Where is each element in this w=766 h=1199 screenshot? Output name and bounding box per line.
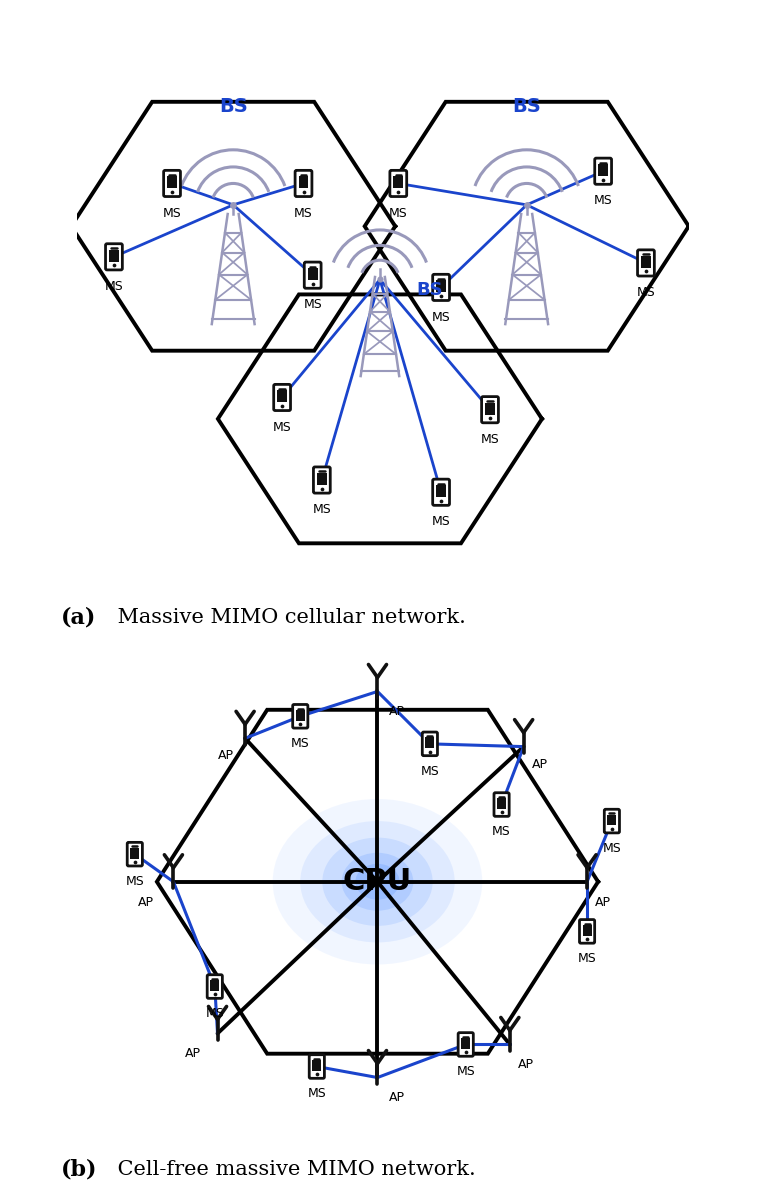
Text: MS: MS: [578, 952, 597, 965]
Text: Massive MIMO cellular network.: Massive MIMO cellular network.: [111, 608, 466, 627]
FancyBboxPatch shape: [433, 480, 450, 505]
FancyBboxPatch shape: [109, 249, 119, 261]
FancyBboxPatch shape: [461, 1038, 470, 1049]
Ellipse shape: [342, 852, 414, 911]
Text: AP: AP: [185, 1047, 201, 1060]
Text: AP: AP: [532, 758, 548, 771]
FancyBboxPatch shape: [583, 924, 591, 935]
FancyBboxPatch shape: [207, 975, 222, 999]
Text: MS: MS: [637, 287, 656, 300]
Text: MS: MS: [294, 206, 313, 219]
Text: (b): (b): [61, 1158, 98, 1180]
FancyBboxPatch shape: [164, 170, 181, 197]
FancyBboxPatch shape: [211, 980, 219, 990]
Text: AP: AP: [595, 896, 611, 909]
Text: MS: MS: [105, 281, 123, 293]
FancyBboxPatch shape: [436, 486, 446, 498]
FancyBboxPatch shape: [308, 269, 318, 281]
FancyBboxPatch shape: [425, 737, 434, 748]
FancyBboxPatch shape: [458, 1032, 473, 1056]
Text: MS: MS: [480, 433, 499, 446]
Text: MS: MS: [432, 516, 450, 529]
Text: MS: MS: [162, 206, 182, 219]
Text: MS: MS: [389, 206, 408, 219]
Text: BS: BS: [219, 97, 247, 116]
Text: AP: AP: [138, 896, 153, 909]
FancyBboxPatch shape: [485, 403, 495, 415]
FancyBboxPatch shape: [296, 710, 305, 721]
Text: BS: BS: [417, 282, 444, 300]
FancyBboxPatch shape: [106, 243, 123, 270]
Text: AP: AP: [388, 1091, 404, 1104]
Text: MS: MS: [307, 1087, 326, 1101]
FancyBboxPatch shape: [641, 255, 651, 267]
Text: MS: MS: [205, 1007, 224, 1020]
FancyBboxPatch shape: [598, 164, 608, 176]
FancyBboxPatch shape: [277, 391, 287, 403]
Ellipse shape: [322, 838, 433, 926]
FancyBboxPatch shape: [313, 1060, 321, 1071]
Text: AP: AP: [518, 1059, 534, 1071]
FancyBboxPatch shape: [482, 397, 499, 423]
Text: AP: AP: [388, 705, 404, 718]
FancyBboxPatch shape: [594, 158, 611, 185]
Text: MS: MS: [273, 421, 292, 434]
FancyBboxPatch shape: [295, 170, 312, 197]
FancyBboxPatch shape: [604, 809, 620, 833]
FancyBboxPatch shape: [317, 472, 327, 484]
FancyBboxPatch shape: [127, 843, 142, 866]
FancyBboxPatch shape: [390, 170, 407, 197]
Text: BS: BS: [512, 97, 541, 116]
Text: MS: MS: [603, 842, 621, 855]
Text: MS: MS: [313, 504, 331, 517]
FancyBboxPatch shape: [494, 793, 509, 817]
Ellipse shape: [355, 863, 400, 899]
Text: MS: MS: [457, 1066, 475, 1078]
FancyBboxPatch shape: [293, 705, 308, 728]
FancyBboxPatch shape: [422, 733, 437, 755]
FancyBboxPatch shape: [393, 176, 403, 188]
FancyBboxPatch shape: [637, 249, 654, 276]
FancyBboxPatch shape: [607, 814, 617, 825]
FancyBboxPatch shape: [304, 263, 321, 288]
Text: AP: AP: [218, 749, 234, 763]
FancyBboxPatch shape: [130, 848, 139, 858]
FancyBboxPatch shape: [309, 1055, 324, 1078]
FancyBboxPatch shape: [580, 920, 594, 944]
Text: MS: MS: [432, 311, 450, 324]
FancyBboxPatch shape: [436, 281, 446, 293]
FancyBboxPatch shape: [167, 176, 177, 188]
FancyBboxPatch shape: [497, 799, 506, 809]
FancyBboxPatch shape: [433, 275, 450, 301]
Text: MS: MS: [493, 825, 511, 838]
Text: MS: MS: [421, 765, 439, 778]
FancyBboxPatch shape: [273, 385, 290, 410]
Text: (a): (a): [61, 607, 97, 628]
Ellipse shape: [273, 799, 483, 964]
Text: Cell-free massive MIMO network.: Cell-free massive MIMO network.: [111, 1159, 476, 1179]
Text: MS: MS: [303, 299, 322, 312]
FancyBboxPatch shape: [299, 176, 309, 188]
Text: MS: MS: [594, 194, 613, 207]
Text: MS: MS: [291, 737, 309, 751]
Ellipse shape: [300, 821, 455, 942]
FancyBboxPatch shape: [313, 466, 330, 493]
Text: MS: MS: [126, 875, 144, 888]
Text: CPU: CPU: [343, 867, 412, 896]
